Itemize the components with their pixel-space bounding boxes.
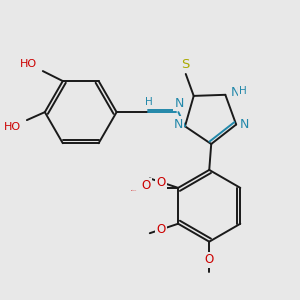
Text: O: O [205,253,214,266]
Text: O: O [157,223,166,236]
Text: N: N [239,118,249,131]
Text: O: O [157,176,166,189]
Text: HO: HO [4,122,21,132]
Text: H: H [239,86,247,96]
Text: N: N [230,86,240,99]
Text: H: H [145,97,152,107]
Text: N: N [175,97,184,110]
Text: S: S [182,58,190,70]
Text: O: O [141,179,150,192]
Text: N: N [173,118,183,131]
Text: HO: HO [20,59,37,69]
Text: methoxy: methoxy [131,190,137,191]
